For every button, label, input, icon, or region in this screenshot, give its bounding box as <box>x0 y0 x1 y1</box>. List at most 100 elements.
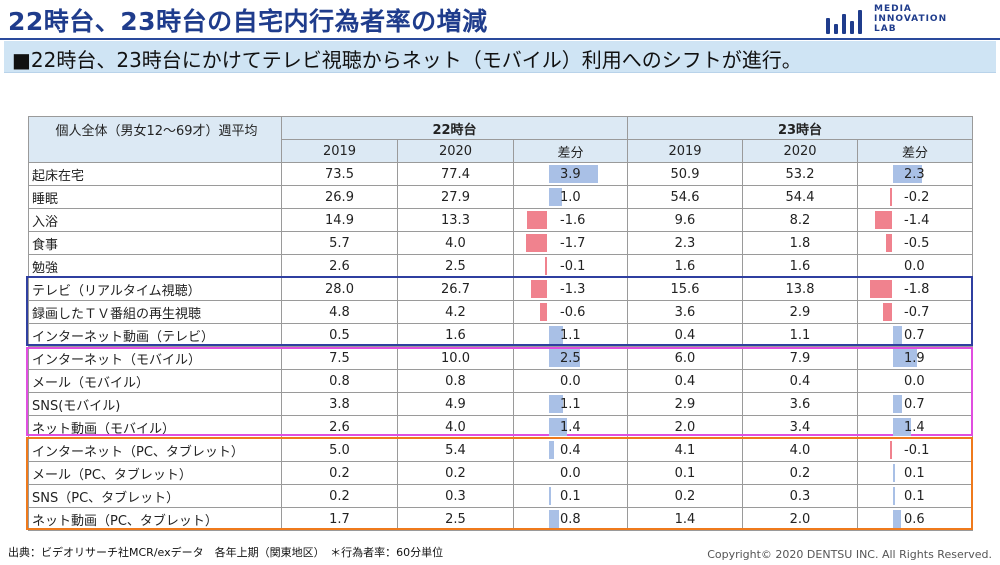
cell-22-2020: 26.7 <box>397 277 514 301</box>
diff-value: 0.8 <box>560 512 581 527</box>
cell-22-2019: 0.5 <box>281 323 398 347</box>
cell-22-2020: 0.2 <box>397 461 514 485</box>
diff-value: 0.1 <box>904 489 925 504</box>
cell-23-diff: 0.6 <box>857 507 973 531</box>
cell-23-diff: -1.8 <box>857 277 973 301</box>
positive-diff-bar <box>893 326 902 344</box>
cell-22-diff: -0.6 <box>513 300 628 324</box>
row-label: 起床在宅 <box>28 162 282 186</box>
cell-23-2019: 0.4 <box>627 323 743 347</box>
cell-22-2019: 5.7 <box>281 231 398 255</box>
diff-value: 1.9 <box>904 351 925 366</box>
cell-23-2020: 0.2 <box>742 461 858 485</box>
diff-value: -0.6 <box>560 305 586 320</box>
cell-23-diff: 0.7 <box>857 323 973 347</box>
diff-value: -1.6 <box>560 213 586 228</box>
table-row: 録画したＴＶ番組の再生視聴 4.8 4.2 -0.6 3.6 2.9 -0.7 <box>28 300 973 324</box>
negative-diff-bar <box>530 280 547 298</box>
diff-value: -0.1 <box>560 259 586 274</box>
positive-diff-bar <box>549 395 563 413</box>
positive-diff-bar <box>893 510 901 528</box>
cell-23-2019: 50.9 <box>627 162 743 186</box>
cell-23-2020: 3.6 <box>742 392 858 416</box>
col-header-23-2019: 2019 <box>627 139 743 163</box>
col-header-22-2019: 2019 <box>281 139 398 163</box>
positive-diff-bar <box>549 418 567 436</box>
logo-line-lab: LAB <box>874 24 897 34</box>
cell-22-2019: 7.5 <box>281 346 398 370</box>
cell-22-2020: 1.6 <box>397 323 514 347</box>
diff-value: -1.4 <box>904 213 930 228</box>
diff-value: 2.5 <box>560 351 581 366</box>
cell-23-diff: 0.0 <box>857 254 973 278</box>
negative-diff-bar <box>869 280 892 298</box>
row-label: SNS(モバイル) <box>28 392 282 416</box>
logo-bars-icon <box>826 10 866 34</box>
cell-22-2020: 4.9 <box>397 392 514 416</box>
cell-22-2020: 0.3 <box>397 484 514 508</box>
page-title: 22時台、23時台の自宅内行為者率の増減 <box>8 7 488 36</box>
cell-22-diff: 1.0 <box>513 185 628 209</box>
diff-value: 1.0 <box>560 190 581 205</box>
row-label: ネット動画（モバイル） <box>28 415 282 439</box>
diff-value: 0.0 <box>560 374 581 389</box>
cell-23-2019: 15.6 <box>627 277 743 301</box>
logo-text: MEDIA INNOVATION LAB <box>874 4 947 34</box>
group-header-23: 23時台 <box>627 116 973 140</box>
positive-diff-bar <box>893 165 922 183</box>
cell-23-2019: 0.4 <box>627 369 743 393</box>
positive-diff-bar <box>549 510 559 528</box>
cell-22-diff: 0.8 <box>513 507 628 531</box>
diff-value: 1.1 <box>560 328 581 343</box>
diff-value: -1.3 <box>560 282 586 297</box>
cell-23-diff: 0.7 <box>857 392 973 416</box>
cell-23-2019: 2.0 <box>627 415 743 439</box>
cell-22-diff: 2.5 <box>513 346 628 370</box>
table-row: 勉強 2.6 2.5 -0.1 1.6 1.6 0.0 <box>28 254 973 278</box>
cell-22-2020: 10.0 <box>397 346 514 370</box>
table-row: メール（PC、タブレット） 0.2 0.2 0.0 0.1 0.2 0.1 <box>28 461 973 485</box>
row-label: 睡眠 <box>28 185 282 209</box>
table-row: 起床在宅 73.5 77.4 3.9 50.9 53.2 2.3 <box>28 162 973 186</box>
row-label: インターネット動画（テレビ） <box>28 323 282 347</box>
cell-22-diff: 0.0 <box>513 461 628 485</box>
positive-diff-bar <box>549 326 563 344</box>
subtitle-banner: ■22時台、23時台にかけてテレビ視聴からネット（モバイル）利用へのシフトが進行… <box>4 41 996 73</box>
cell-23-diff: -0.2 <box>857 185 973 209</box>
positive-diff-bar <box>549 441 554 459</box>
negative-diff-bar <box>883 303 892 321</box>
group-header-22: 22時台 <box>281 116 628 140</box>
diff-value: 0.7 <box>904 328 925 343</box>
diff-value: 0.6 <box>904 512 925 527</box>
cell-23-2020: 53.2 <box>742 162 858 186</box>
cell-22-diff: 0.1 <box>513 484 628 508</box>
row-label: ネット動画（PC、タブレット） <box>28 507 282 531</box>
positive-diff-bar <box>549 188 562 206</box>
cell-22-2019: 3.8 <box>281 392 398 416</box>
row-label: 録画したＴＶ番組の再生視聴 <box>28 300 282 324</box>
positive-diff-bar <box>893 395 902 413</box>
table-row: SNS（PC、タブレット） 0.2 0.3 0.1 0.2 0.3 0.1 <box>28 484 973 508</box>
positive-diff-bar <box>893 349 917 367</box>
cell-23-2019: 3.6 <box>627 300 743 324</box>
row-label: 勉強 <box>28 254 282 278</box>
row-label: 入浴 <box>28 208 282 232</box>
cell-22-diff: 1.4 <box>513 415 628 439</box>
diff-value: -0.5 <box>904 236 930 251</box>
cell-22-2020: 4.0 <box>397 415 514 439</box>
negative-diff-bar <box>527 211 547 229</box>
row-label: メール（PC、タブレット） <box>28 461 282 485</box>
row-label: インターネット（モバイル） <box>28 346 282 370</box>
title-divider <box>0 38 1000 40</box>
cell-23-2019: 6.0 <box>627 346 743 370</box>
cell-23-diff: 1.4 <box>857 415 973 439</box>
table-row: ネット動画（PC、タブレット） 1.7 2.5 0.8 1.4 2.0 0.6 <box>28 507 973 531</box>
positive-diff-bar <box>893 418 911 436</box>
positive-diff-bar <box>549 165 598 183</box>
logo-line-media: MEDIA <box>874 4 912 14</box>
cell-22-2019: 2.6 <box>281 254 398 278</box>
cell-23-2019: 54.6 <box>627 185 743 209</box>
diff-value: 0.7 <box>904 397 925 412</box>
cell-23-2020: 8.2 <box>742 208 858 232</box>
cell-23-diff: -1.4 <box>857 208 973 232</box>
